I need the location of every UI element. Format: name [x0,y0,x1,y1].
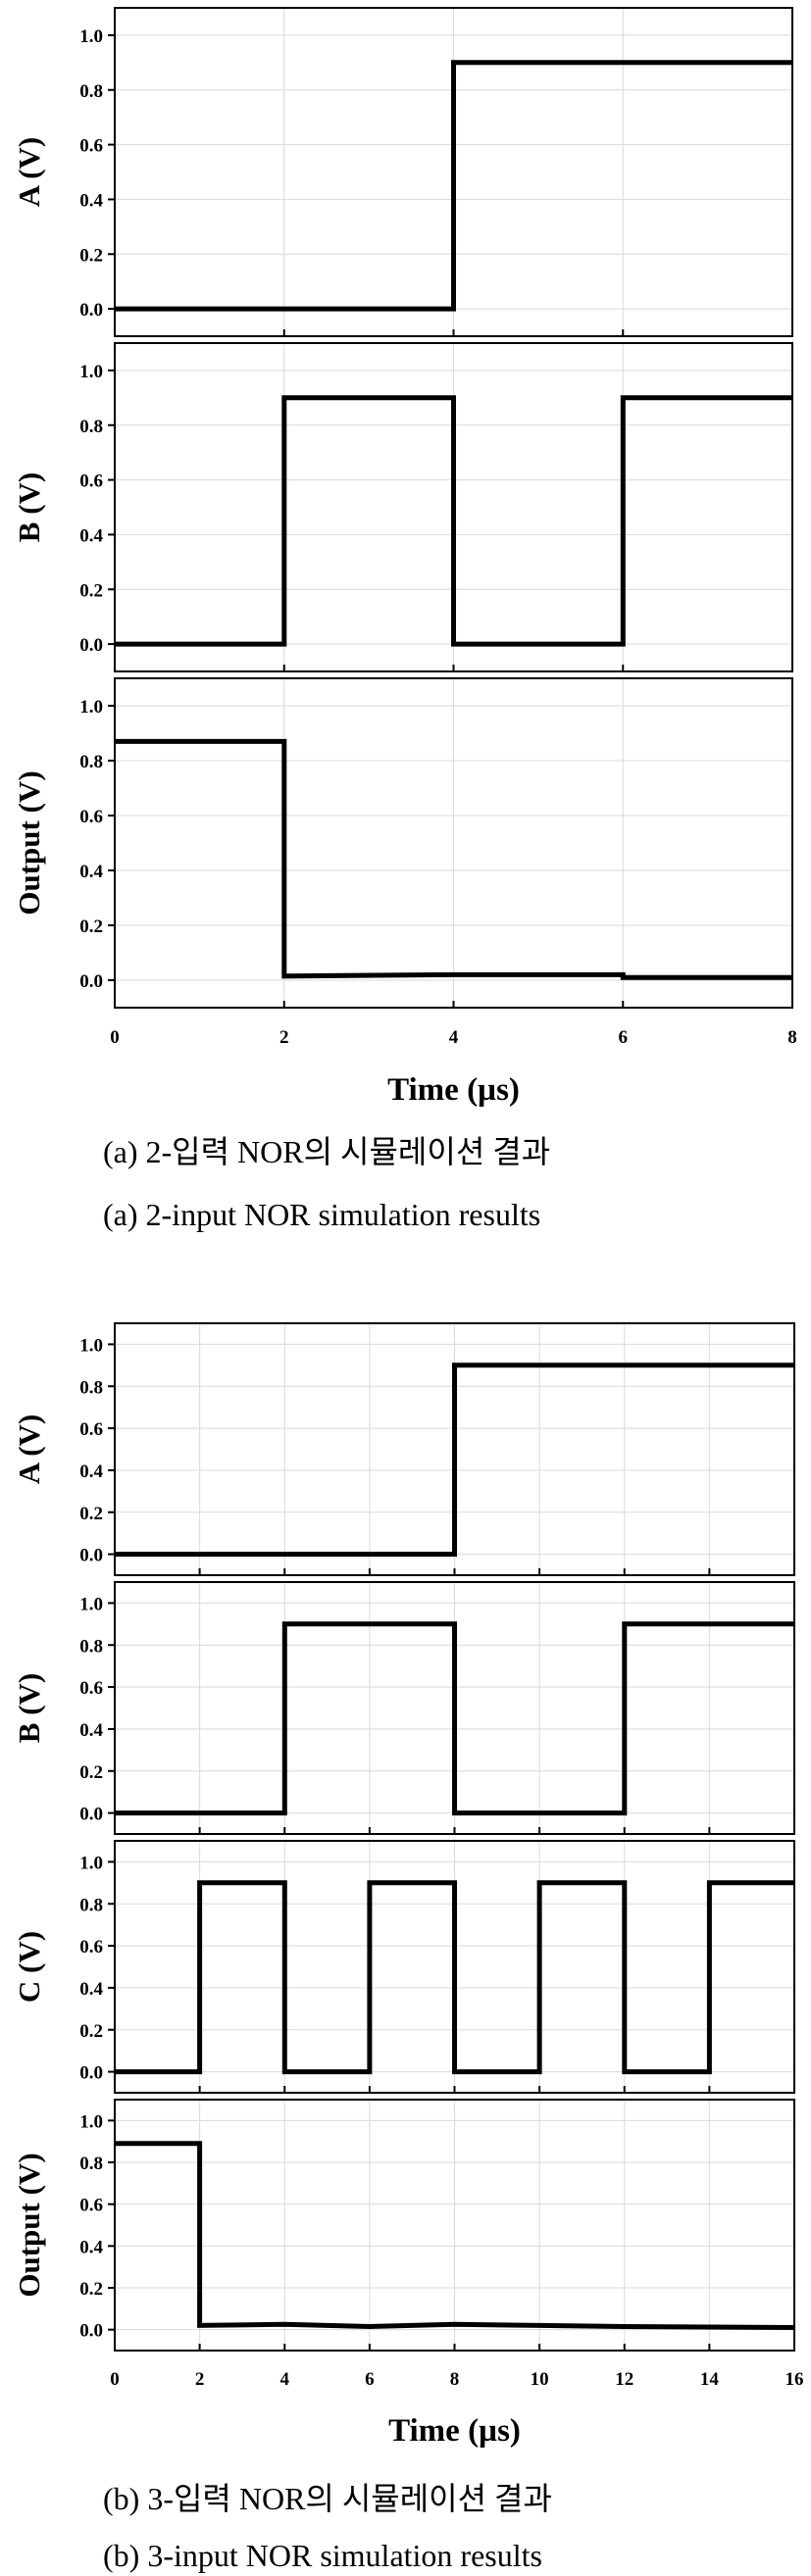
y-axis-label: B (V) [12,472,46,542]
signal-trace [115,1880,794,2075]
panel-b-1: 0.0 0.2 0.4 0.6 0.8 1.0 A (V) [12,1322,795,1576]
x-tick-label: 4 [449,1027,459,1048]
panel-a-1: 0.0 0.2 0.4 0.6 0.8 1.0 A (V) [12,7,793,337]
y-tick-label: 0.2 [79,1504,103,1524]
y-tick-label: 1.0 [79,1594,103,1614]
panel-a-2: 0.0 0.2 0.4 0.6 0.8 1.0 B (V) [12,342,793,672]
y-axis-label: B (V) [12,1673,46,1743]
y-tick-label: 0.6 [79,1937,103,1957]
caption-b-english: (b) 3-input NOR simulation results [103,2538,542,2573]
panel-frame [114,1322,795,1576]
panel-frame [114,2099,795,2352]
y-tick-label: 1.0 [79,26,103,47]
panel-b-3: 0.0 0.2 0.4 0.6 0.8 1.0 C (V) [12,1840,795,2094]
y-tick-label: 0.2 [79,245,103,266]
signal-trace [115,738,792,980]
signal-trace [115,395,792,647]
y-tick-label: 0.2 [79,580,103,601]
x-tick-label: 0 [110,2369,120,2390]
x-tick-label: 0 [110,1027,120,1048]
panel-b-4: 0.0 0.2 0.4 0.6 0.8 1.0 Output (V) [12,2099,795,2352]
caption-a-korean: (a) 2-입력 NOR의 시뮬레이션 결과 [103,1134,550,1169]
x-tick-label: 6 [619,1027,629,1048]
y-tick-label: 0.4 [79,1461,103,1482]
signal-trace [115,60,792,312]
y-tick-label: 1.0 [79,697,103,718]
y-axis-label: C (V) [12,1931,46,2003]
y-tick-label: 0.4 [79,1979,103,2000]
x-tick-label: 4 [280,2369,290,2390]
three-input-nor-chart: 0.0 0.2 0.4 0.6 0.8 1.0 A (V) 0.0 0.2 0.4 0.6 0.8 1.… [12,1322,804,2449]
caption-a-english: (a) 2-input NOR simulation results [103,1197,540,1232]
y-tick-label: 0.2 [79,916,103,937]
y-tick-label: 0.8 [79,1895,103,1915]
y-axis-label: A (V) [12,137,46,207]
x-tick-label: 16 [786,2369,804,2390]
y-tick-label: 0.8 [79,2154,103,2174]
y-tick-label: 0.6 [79,136,103,157]
y-tick-label: 0.4 [79,525,103,546]
panel-b-2: 0.0 0.2 0.4 0.6 0.8 1.0 B (V) [12,1581,795,1835]
x-axis-label: Time (µs) [388,2413,521,2449]
x-tick-label: 8 [450,2369,460,2390]
panel-frame [114,342,793,672]
y-tick-label: 0.8 [79,417,103,437]
x-tick-label: 8 [787,1027,797,1048]
x-tick-label: 14 [700,2369,720,2390]
y-tick-label: 1.0 [79,1335,103,1356]
y-tick-label: 0.0 [79,1805,103,1825]
y-axis-label: Output (V) [12,2153,46,2297]
y-tick-label: 0.8 [79,752,103,772]
panel-frame [114,677,793,1009]
y-tick-label: 0.6 [79,2196,103,2216]
panel-frame [114,7,793,337]
y-tick-label: 0.0 [79,1546,103,1566]
y-tick-label: 0.2 [79,1762,103,1783]
y-tick-label: 0.0 [79,635,103,656]
y-tick-label: 0.0 [79,2321,103,2342]
x-tick-label: 2 [195,2369,205,2390]
x-tick-label: 2 [279,1027,289,1048]
y-tick-label: 0.4 [79,190,103,211]
y-tick-label: 0.2 [79,2021,103,2042]
panel-frame [114,1840,795,2094]
y-axis-label: Output (V) [12,770,46,915]
two-input-nor-chart: 0.0 0.2 0.4 0.6 0.8 1.0 A (V) 0.0 0.2 0.4 0.6 0.8 1.… [12,7,797,1108]
y-tick-label: 0.0 [79,300,103,321]
x-tick-label: 6 [365,2369,375,2390]
y-tick-label: 0.8 [79,1377,103,1398]
y-tick-label: 0.0 [79,971,103,992]
y-tick-label: 0.0 [79,2063,103,2084]
signal-trace [115,1621,794,1816]
signal-trace [115,2141,795,2330]
y-tick-label: 0.4 [79,2237,103,2257]
x-tick-label: 12 [615,2369,634,2390]
y-tick-label: 0.2 [79,2279,103,2300]
x-tick-label: 10 [531,2369,549,2390]
panel-a-3: 0.0 0.2 0.4 0.6 0.8 1.0 Output (V) [12,677,793,1009]
signal-trace [115,1362,794,1558]
y-tick-label: 0.8 [79,81,103,102]
y-tick-label: 0.6 [79,471,103,492]
y-tick-label: 0.6 [79,807,103,827]
y-axis-label: A (V) [12,1414,46,1484]
panel-frame [114,1581,795,1835]
y-tick-label: 0.6 [79,1678,103,1699]
caption-b-korean: (b) 3-입력 NOR의 시뮬레이션 결과 [103,2481,552,2516]
y-tick-label: 0.4 [79,1720,103,1741]
y-tick-label: 0.6 [79,1419,103,1440]
y-tick-label: 0.4 [79,862,103,882]
y-tick-label: 1.0 [79,2111,103,2132]
y-tick-label: 0.8 [79,1636,103,1657]
y-tick-label: 1.0 [79,1853,103,1873]
x-axis-label: Time (µs) [387,1072,520,1108]
y-tick-label: 1.0 [79,362,103,382]
